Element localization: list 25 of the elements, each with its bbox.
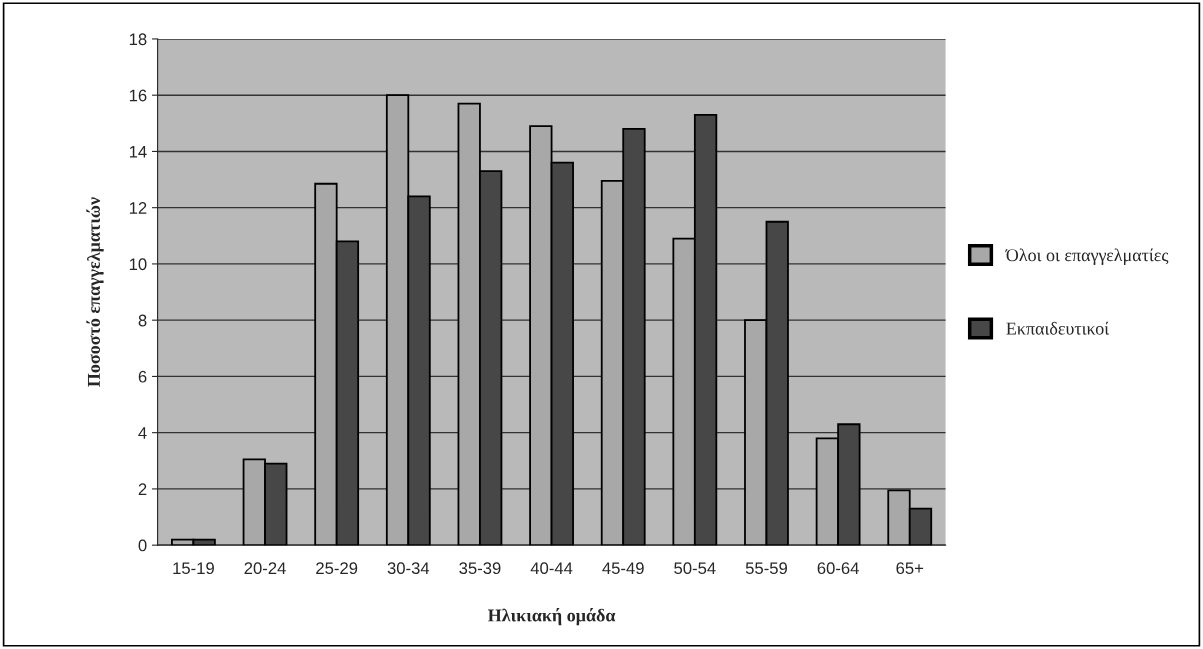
legend-label: Όλοι οι επαγγελματίες — [1005, 248, 1169, 265]
x-tick-label: 45-49 — [602, 562, 644, 575]
x-tick-label: 65+ — [896, 562, 924, 575]
x-tick-label: 20-24 — [244, 562, 286, 575]
y-tick-label: 6 — [138, 370, 147, 383]
y-tick-label: 12 — [129, 202, 147, 214]
y-tick-label: 18 — [129, 33, 147, 46]
x-tick-label: 55-59 — [745, 562, 787, 575]
x-tick-label: 35-39 — [459, 562, 501, 575]
y-tick-label: 10 — [129, 258, 147, 271]
y-tick-label: 2 — [138, 483, 147, 495]
y-tick-label: 8 — [138, 314, 147, 327]
x-tick-label: 40-44 — [530, 562, 573, 575]
y-tick-label: 14 — [129, 146, 147, 158]
x-tick-label: 60-64 — [817, 562, 859, 575]
y-tick-label: 4 — [138, 427, 147, 439]
y-axis-title: Ποσοστό επαγγελματιών — [86, 197, 104, 387]
x-tick-label: 50-54 — [674, 562, 716, 575]
x-tick-label: 25-29 — [316, 562, 358, 575]
x-axis-title: Ηλικιακή ομάδα — [487, 607, 616, 626]
y-tick-label: 16 — [129, 89, 147, 102]
legend-label: Εκπαιδευτικοί — [1006, 321, 1109, 335]
x-tick-label: 15-19 — [173, 562, 214, 575]
y-tick-label: 0 — [138, 539, 147, 552]
x-tick-label: 30-34 — [387, 562, 430, 575]
